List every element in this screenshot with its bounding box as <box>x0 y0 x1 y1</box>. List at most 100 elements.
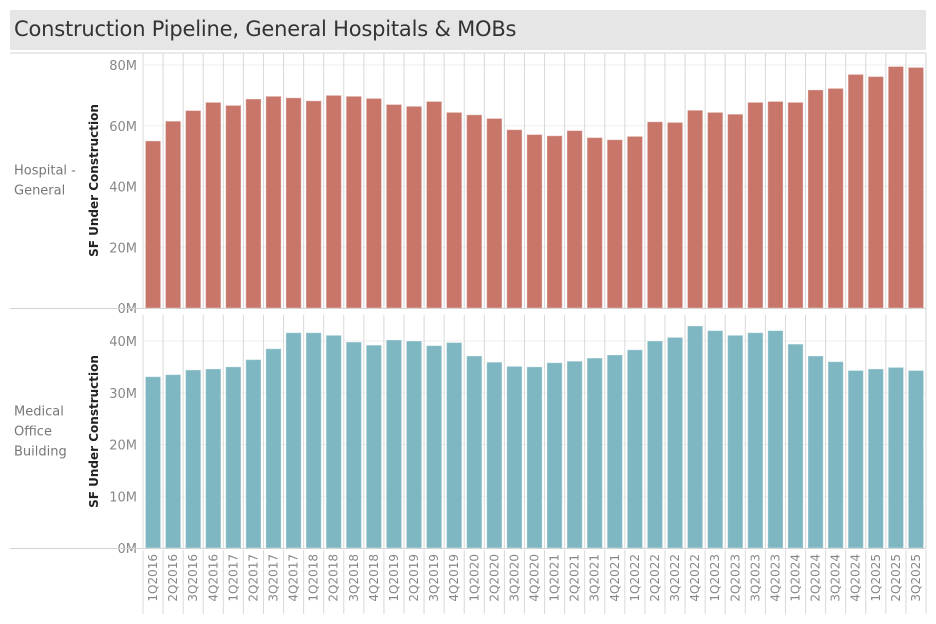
bar-4Q2016[interactable] <box>205 368 222 549</box>
bar-3Q2023[interactable] <box>747 332 764 549</box>
x-tick-label: 3Q2019 <box>427 554 441 602</box>
bar-1Q2019[interactable] <box>385 103 403 309</box>
bar-1Q2022[interactable] <box>626 135 644 309</box>
y-tick-label: 40M <box>109 181 137 196</box>
bar-2Q2017[interactable] <box>245 359 262 549</box>
y-tick-label: 0M <box>118 542 138 557</box>
bar-4Q2023[interactable] <box>767 100 784 309</box>
bar-2Q2019[interactable] <box>405 340 423 549</box>
bar-3Q2024[interactable] <box>827 87 844 309</box>
bar-3Q2019[interactable] <box>425 345 443 549</box>
bar-3Q2025[interactable] <box>907 66 925 309</box>
bar-1Q2017[interactable] <box>225 104 242 309</box>
bar-3Q2022[interactable] <box>666 121 684 309</box>
bar-4Q2018[interactable] <box>365 344 383 549</box>
bar-3Q2016[interactable] <box>185 369 202 549</box>
bar-3Q2018[interactable] <box>345 95 362 309</box>
bar-2Q2016[interactable] <box>164 120 182 309</box>
x-tick-label: 1Q2019 <box>387 554 401 602</box>
x-tick-label: 2Q2024 <box>809 554 823 602</box>
bar-4Q2020[interactable] <box>526 366 543 549</box>
bar-1Q2018[interactable] <box>305 100 322 309</box>
bar-1Q2025[interactable] <box>867 368 884 549</box>
bar-2Q2024[interactable] <box>807 355 824 549</box>
bar-4Q2018[interactable] <box>365 97 383 309</box>
bar-4Q2023[interactable] <box>767 330 784 549</box>
bar-1Q2017[interactable] <box>225 366 242 549</box>
bar-4Q2021[interactable] <box>606 139 623 309</box>
bar-4Q2016[interactable] <box>205 101 222 309</box>
bar-3Q2020[interactable] <box>506 129 523 309</box>
bar-2Q2022[interactable] <box>646 340 664 549</box>
bar-3Q2019[interactable] <box>425 100 443 309</box>
row-label: General <box>14 184 65 199</box>
bar-1Q2023[interactable] <box>707 330 724 549</box>
bar-1Q2021[interactable] <box>546 135 563 309</box>
y-tick-label: 0M <box>118 302 138 317</box>
bar-1Q2020[interactable] <box>466 114 483 309</box>
bar-1Q2016[interactable] <box>144 140 162 309</box>
bar-1Q2016[interactable] <box>144 376 162 549</box>
bar-1Q2018[interactable] <box>305 332 322 549</box>
bar-2Q2021[interactable] <box>566 130 583 309</box>
bar-2Q2023[interactable] <box>727 334 744 549</box>
y-tick-label: 40M <box>109 335 137 350</box>
bar-3Q2017[interactable] <box>265 95 282 309</box>
x-tick-label: 2Q2019 <box>407 554 421 602</box>
bar-2Q2025[interactable] <box>887 66 905 309</box>
bar-2Q2025[interactable] <box>887 366 905 549</box>
bar-4Q2024[interactable] <box>847 73 864 309</box>
bar-4Q2019[interactable] <box>446 111 463 309</box>
x-tick-label: 4Q2022 <box>688 554 702 602</box>
bar-4Q2020[interactable] <box>526 134 543 309</box>
bar-2Q2024[interactable] <box>807 89 824 309</box>
x-tick-label: 1Q2020 <box>467 554 481 602</box>
bar-3Q2016[interactable] <box>185 110 202 309</box>
bar-1Q2023[interactable] <box>707 111 724 309</box>
bar-4Q2022[interactable] <box>686 109 704 309</box>
bar-3Q2020[interactable] <box>506 365 523 549</box>
bar-3Q2021[interactable] <box>586 137 603 309</box>
bar-4Q2024[interactable] <box>847 369 864 549</box>
bar-1Q2024[interactable] <box>787 343 804 549</box>
title-bar: Construction Pipeline, General Hospitals… <box>10 10 926 50</box>
bar-4Q2017[interactable] <box>285 97 302 309</box>
x-tick-label: 1Q2018 <box>307 554 321 602</box>
bar-1Q2019[interactable] <box>385 339 403 549</box>
bar-3Q2021[interactable] <box>586 357 603 549</box>
bar-2Q2019[interactable] <box>405 105 423 309</box>
bar-3Q2025[interactable] <box>907 369 925 549</box>
bar-3Q2022[interactable] <box>666 336 684 549</box>
x-tick-label: 3Q2024 <box>829 554 843 602</box>
bar-2Q2016[interactable] <box>164 374 182 549</box>
bar-1Q2025[interactable] <box>867 76 884 309</box>
bar-4Q2019[interactable] <box>446 342 463 549</box>
bar-2Q2020[interactable] <box>486 117 503 309</box>
bar-1Q2022[interactable] <box>626 349 644 549</box>
bar-2Q2022[interactable] <box>646 121 664 309</box>
bar-3Q2023[interactable] <box>747 101 764 309</box>
row-label: Medical <box>14 405 64 420</box>
x-tick-label: 3Q2021 <box>588 554 602 602</box>
bar-2Q2018[interactable] <box>325 94 342 309</box>
x-tick-label: 1Q2017 <box>226 554 240 602</box>
bar-3Q2017[interactable] <box>265 348 282 549</box>
bar-1Q2021[interactable] <box>546 362 563 549</box>
bar-4Q2017[interactable] <box>285 332 302 549</box>
y-tick-label: 20M <box>109 439 137 454</box>
x-tick-label: 3Q2023 <box>748 554 762 602</box>
bar-2Q2020[interactable] <box>486 361 503 549</box>
x-tick-label: 2Q2018 <box>327 554 341 602</box>
bar-1Q2020[interactable] <box>466 355 483 549</box>
bar-3Q2024[interactable] <box>827 361 844 549</box>
bar-2Q2021[interactable] <box>566 360 583 549</box>
bar-3Q2018[interactable] <box>345 341 362 549</box>
bar-2Q2018[interactable] <box>325 334 342 549</box>
bar-2Q2023[interactable] <box>727 113 744 309</box>
x-tick-label: 1Q2016 <box>146 554 160 602</box>
bar-4Q2022[interactable] <box>686 325 704 549</box>
x-tick-label: 1Q2022 <box>628 554 642 602</box>
bar-1Q2024[interactable] <box>787 101 804 309</box>
bar-2Q2017[interactable] <box>245 98 262 309</box>
bar-4Q2021[interactable] <box>606 354 623 549</box>
